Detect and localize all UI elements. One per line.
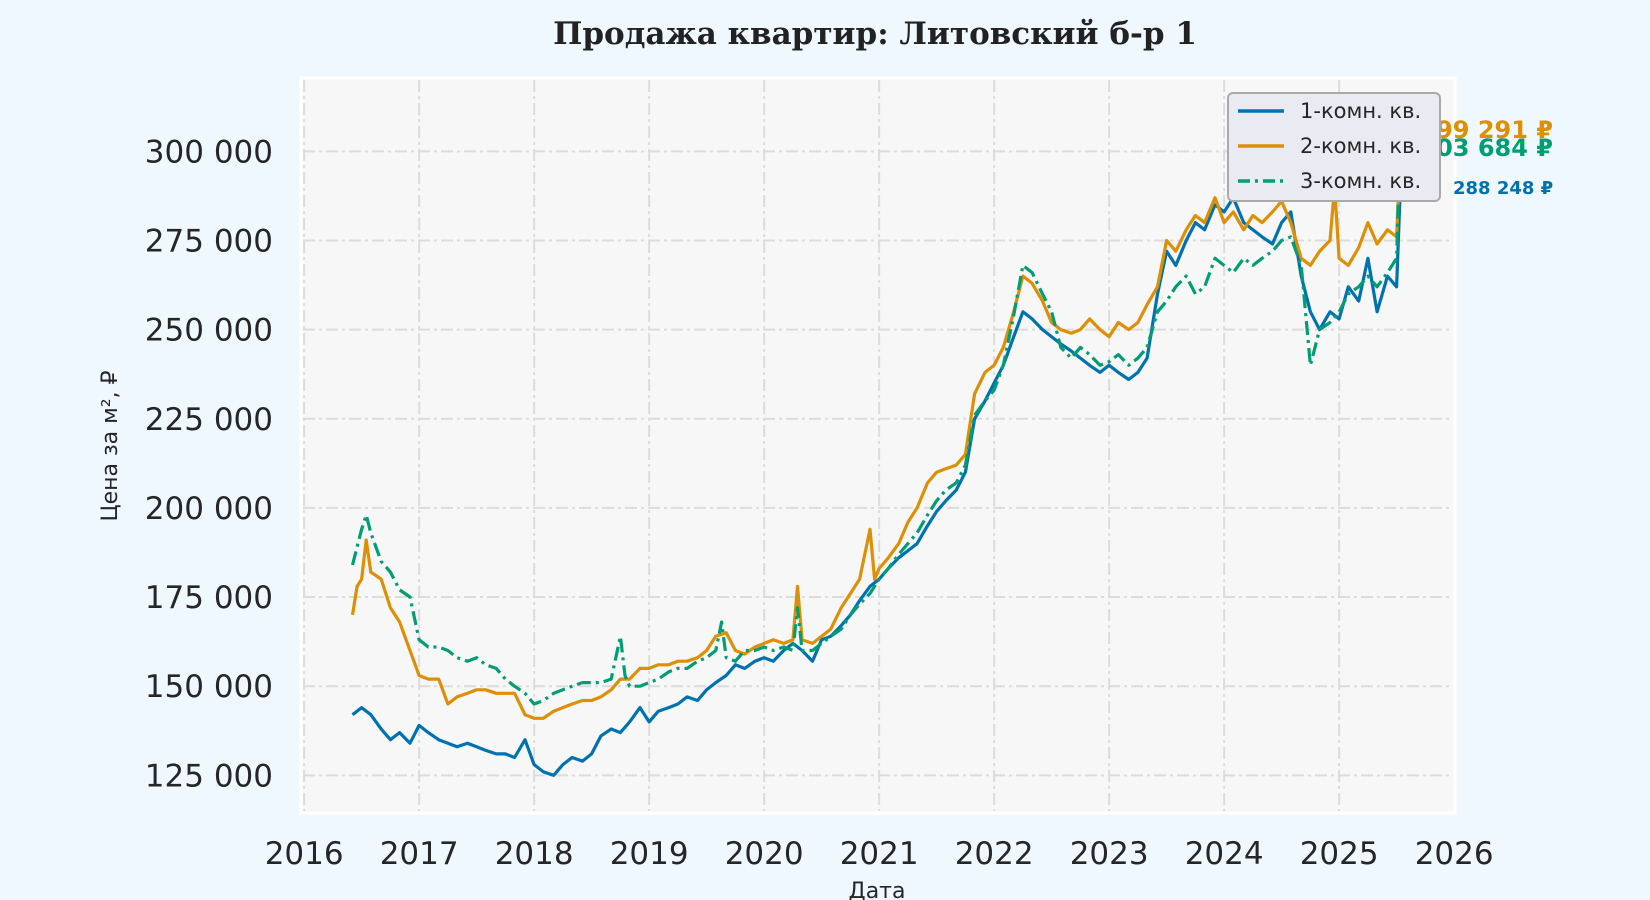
y-tick-label: 200 000 xyxy=(145,491,273,527)
end-label-1: 288 248 ₽ xyxy=(1453,178,1553,199)
legend-label-3: 3-комн. кв. xyxy=(1300,169,1421,193)
x-tick-label: 2026 xyxy=(1415,836,1494,872)
series-lines xyxy=(350,138,1402,777)
x-tick-label: 2024 xyxy=(1185,836,1264,872)
y-tick-label: 300 000 xyxy=(145,134,273,170)
x-tick-label: 2020 xyxy=(725,836,804,872)
x-tick-label: 2023 xyxy=(1070,836,1149,872)
y-tick-label: 125 000 xyxy=(145,758,273,794)
y-axis-ticks: 125 000 150 000 175 000 200 000 225 000 250 0… xyxy=(145,134,273,794)
y-tick-label: 225 000 xyxy=(145,402,273,438)
x-tick-label: 2021 xyxy=(840,836,919,872)
end-label-2: 299 291 ₽ xyxy=(1419,116,1553,144)
legend-box xyxy=(1227,92,1441,202)
end-value-labels: 288 248 ₽ 299 291 ₽303 684 ₽ xyxy=(1419,116,1553,199)
end-label-3: 303 684 ₽ xyxy=(1419,134,1553,162)
x-tick-label: 2019 xyxy=(610,836,689,872)
x-tick-label: 2017 xyxy=(380,836,459,872)
series-line-2 xyxy=(350,153,1402,720)
grid-lines xyxy=(303,80,1453,811)
legend-label-2: 2-комн. кв. xyxy=(1300,134,1421,158)
y-tick-label: 275 000 xyxy=(145,223,273,259)
y-axis-label: Цена за м², ₽ xyxy=(98,370,123,521)
legend-label-1: 1-комн. кв. xyxy=(1300,99,1421,123)
legend: 1-комн. кв. 2-комн. кв. 3-комн. кв. xyxy=(1227,92,1441,202)
series-line-3 xyxy=(350,138,1402,706)
x-tick-label: 2016 xyxy=(265,836,344,872)
x-axis-label: Дата xyxy=(849,879,906,900)
x-axis-ticks: 2016 2017 2018 2019 2020 2021 2022 2023 2024 2025… xyxy=(265,836,1494,872)
y-tick-label: 150 000 xyxy=(145,669,273,705)
x-tick-label: 2018 xyxy=(495,836,574,872)
x-tick-label: 2025 xyxy=(1300,836,1379,872)
y-tick-label: 175 000 xyxy=(145,580,273,616)
chart-title: Продажа квартир: Литовский б-р 1 xyxy=(553,16,1197,52)
x-tick-label: 2022 xyxy=(955,836,1034,872)
y-tick-label: 250 000 xyxy=(145,313,273,349)
